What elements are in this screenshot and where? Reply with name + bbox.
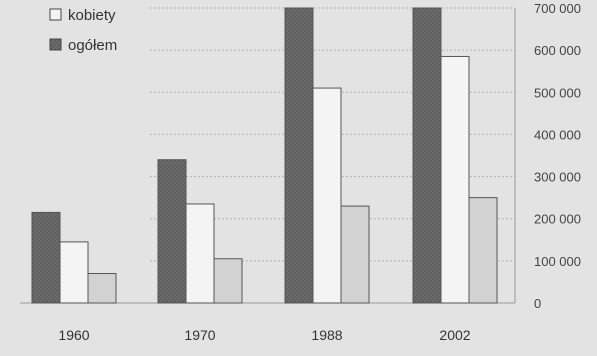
- bar-series3-1970: [213, 258, 243, 304]
- legend-swatch: [49, 8, 62, 21]
- y-tick-label: 500 000: [534, 85, 581, 100]
- bar-ogółem-2002: [412, 7, 442, 304]
- bar-ogółem-1988: [284, 7, 314, 304]
- y-tick-label: 100 000: [534, 254, 581, 269]
- bar-kobiety-1970: [185, 203, 215, 304]
- y-tick-label: 300 000: [534, 170, 581, 185]
- x-category-labels: 1960 1970 1988 2002: [58, 327, 470, 343]
- y-tick-label: 400 000: [534, 127, 581, 142]
- y-tick-label: 600 000: [534, 43, 581, 58]
- bar-series3-1960: [87, 273, 117, 304]
- y-tick-label: 200 000: [534, 212, 581, 227]
- legend-label: kobiety: [68, 7, 116, 24]
- bar-kobiety-1960: [59, 241, 89, 304]
- x-category-label: 1988: [311, 327, 342, 343]
- legend: kobiety ogółem: [49, 7, 117, 54]
- x-category-label: 1970: [184, 327, 215, 343]
- bars: [31, 7, 498, 304]
- y-tick-label: 700 000: [534, 1, 581, 16]
- bar-ogółem-1960: [31, 211, 61, 304]
- bar-ogółem-1970: [157, 159, 187, 304]
- x-category-label: 2002: [439, 327, 470, 343]
- bar-series3-2002: [468, 197, 498, 304]
- legend-swatch: [49, 38, 62, 51]
- x-category-label: 1960: [58, 327, 89, 343]
- y-tick-label: 0: [534, 296, 541, 311]
- y-tick-labels: 0 100 000 200 000 300 000 400 000 500 000 600 …: [534, 1, 581, 311]
- bar-kobiety-1988: [312, 87, 342, 304]
- bar-series3-1988: [340, 205, 370, 304]
- legend-label: ogółem: [68, 37, 117, 54]
- bar-kobiety-2002: [440, 55, 470, 304]
